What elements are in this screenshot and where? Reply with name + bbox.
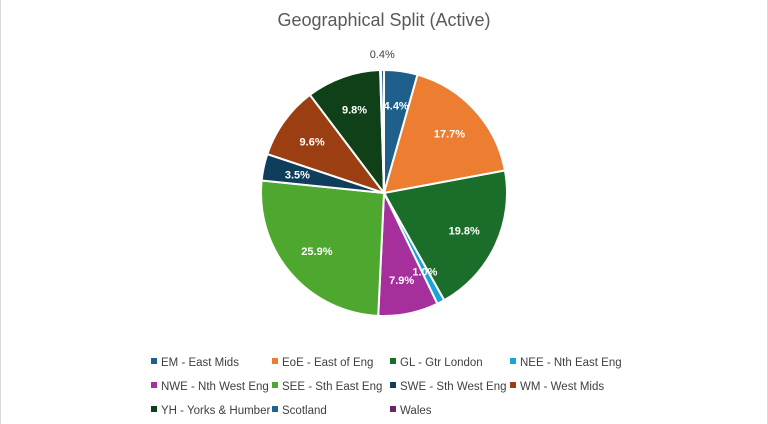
pie-slices (260, 68, 508, 317)
legend-label: EM - East Mids (161, 357, 239, 369)
pie-slice-see-sth-east-eng (260, 179, 386, 317)
legend-item-gl-gtr-london: GL - Gtr London (390, 357, 483, 369)
data-label-scotland: 0.4% (370, 49, 395, 61)
legend-label: EoE - East of Eng (282, 357, 373, 369)
legend-item-scotland: Scotland (272, 405, 327, 417)
legend-item-nee-nth-east-eng: NEE - Nth East Eng (510, 357, 622, 369)
legend-label: SWE - Sth West Eng (400, 381, 507, 393)
legend-label: SEE - Sth East Eng (282, 381, 382, 393)
pie-slice-scotland (379, 68, 385, 194)
legend-item-wm-west-mids: WM - West Mids (510, 381, 604, 393)
chart-title: Geographical Split (Active) (277, 10, 490, 30)
pie-slice-wm-west-mids (266, 93, 387, 195)
legend-item-see-sth-east-eng: SEE - Sth East Eng (272, 381, 382, 393)
legend-label: Wales (400, 405, 432, 417)
data-label-wm-west-mids: 9.6% (300, 136, 325, 148)
legend-swatch (151, 382, 157, 388)
pie-slice-yh-yorks-humber (308, 69, 386, 197)
legend-swatch (510, 382, 516, 388)
data-label-gl-gtr-london: 19.8% (449, 226, 480, 238)
data-label-em-east-mids: 4.4% (384, 100, 409, 112)
pie-slice-eoe-east-of-eng (382, 73, 507, 195)
legend-label: NWE - Nth West Eng (161, 381, 269, 393)
legend-swatch (151, 406, 157, 412)
legend-swatch (272, 358, 278, 364)
legend-swatch (272, 406, 278, 412)
legend-label: WM - West Mids (520, 381, 604, 393)
data-label-swe-sth-west-eng: 3.5% (285, 169, 310, 181)
legend-swatch (272, 382, 278, 388)
legend-swatch (390, 358, 396, 364)
legend: EM - East Mids EoE - East of Eng GL - Gtr … (151, 357, 622, 417)
legend-item-eoe-east-of-eng: EoE - East of Eng (272, 357, 373, 369)
legend-item-wales: Wales (390, 405, 432, 417)
legend-label: YH - Yorks & Humber (161, 405, 270, 417)
legend-label: Scotland (282, 405, 327, 417)
legend-swatch (510, 358, 516, 364)
legend-item-swe-sth-west-eng: SWE - Sth West Eng (390, 381, 507, 393)
legend-item-yh-yorks-humber: YH - Yorks & Humber (151, 405, 270, 417)
legend-swatch (390, 382, 396, 388)
data-label-yh-yorks-humber: 9.8% (342, 104, 367, 116)
legend-swatch (151, 358, 157, 364)
slice-labels: 4.4% 17.7% 19.8% 1.0%7.9% 25.9% 3.5% 9.6% 9.8% 0… (285, 49, 480, 287)
pie-slice-gl-gtr-london (382, 169, 508, 302)
data-label-nee-nth-east-eng: 1.0% (412, 267, 437, 279)
data-label-see-sth-east-eng: 25.9% (301, 246, 332, 258)
legend-item-nwe-nth-west-eng: NWE - Nth West Eng (151, 381, 269, 393)
legend-swatch (390, 406, 396, 412)
legend-item-em-east-mids: EM - East Mids (151, 357, 239, 369)
legend-label: GL - Gtr London (400, 357, 483, 369)
legend-label: NEE - Nth East Eng (520, 357, 622, 369)
data-label-nwe-nth-west-eng: 7.9% (389, 275, 414, 287)
data-label-eoe-east-of-eng: 17.7% (434, 128, 465, 140)
